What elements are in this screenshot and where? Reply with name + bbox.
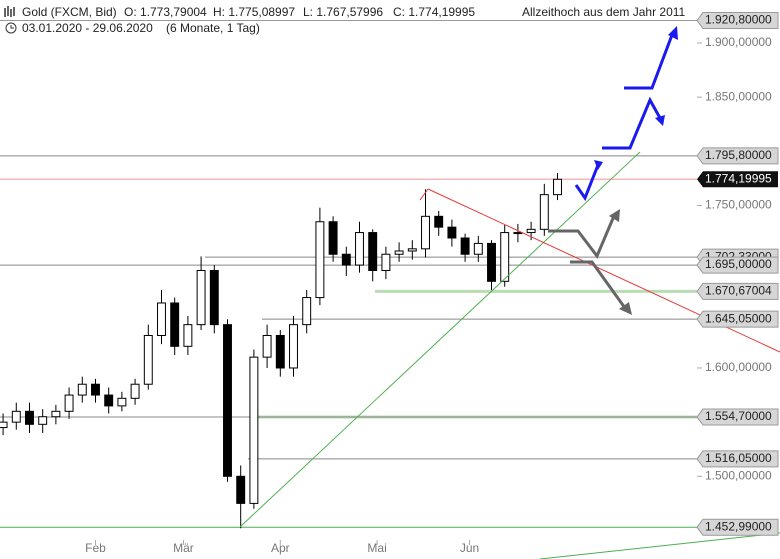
candle-body: [487, 242, 496, 282]
level-box: [696, 310, 779, 328]
support-trendline: [239, 151, 641, 528]
period: (6 Monate, 1 Tag): [166, 21, 260, 35]
candle-body: [38, 416, 48, 425]
level-box: [696, 450, 779, 468]
last-price-box: [697, 171, 778, 188]
level-label: 1.452,99000: [705, 519, 772, 533]
candle-body: [328, 221, 338, 255]
x-tick-label: Apr: [271, 541, 290, 555]
arrowhead: [655, 115, 665, 126]
candle-body: [315, 221, 325, 299]
blue-arrow: [602, 96, 662, 150]
header: Gold (FXCM, Bid) O: 1.773,79004 H: 1.775…: [4, 5, 686, 35]
candle-body: [539, 194, 549, 230]
candle-body: [0, 421, 8, 429]
candle-body: [302, 297, 312, 326]
annotation: Allzeithoch aus dem Jahr 2011: [522, 5, 686, 19]
y-tick-label: 1.600,00000: [705, 360, 772, 374]
blue-arrow: [624, 34, 674, 90]
candle-body: [25, 410, 34, 425]
candle-body: [368, 232, 378, 271]
last-price-label: 1.774,19995: [705, 171, 772, 185]
candle-body: [460, 237, 470, 255]
ohlc-close: C: 1.774,19995: [393, 5, 475, 19]
level-box: [696, 282, 779, 300]
candle-body: [421, 215, 430, 250]
candle-body: [289, 324, 298, 369]
y-tick-label: 1.500,00000: [705, 468, 772, 482]
arrowhead: [609, 209, 620, 222]
x-tick-label: Mär: [173, 541, 194, 555]
level-box: [696, 11, 779, 29]
level-label: 1.670,67004: [705, 284, 772, 298]
level-label: 1.920,80000: [705, 13, 772, 27]
candle-body: [355, 232, 364, 266]
level-label: 1.795,80000: [705, 148, 772, 162]
ohlc-high: H: 1.775,08997: [213, 5, 295, 19]
x-tick-label: Jun: [460, 541, 479, 555]
candle-body: [473, 242, 483, 255]
candle-body: [130, 383, 140, 399]
candle-body: [500, 232, 510, 282]
candle-body: [447, 226, 457, 239]
candle-body: [77, 383, 87, 396]
candle-body: [183, 324, 193, 347]
ohlc-low: L: 1.767,57996: [303, 5, 383, 19]
x-tick-label: Mai: [367, 541, 386, 555]
gray-arrow: [570, 260, 627, 309]
candle-body: [170, 302, 180, 347]
y-tick-label: 1.750,00000: [705, 198, 772, 212]
candle-body: [51, 410, 61, 418]
arrowhead: [594, 160, 603, 170]
candle-body: [394, 250, 404, 255]
blue-arrow: [574, 164, 600, 202]
level-label: 1.695,00000: [705, 257, 772, 271]
plot: Feb Mär Apr Mai Jun: [0, 19, 702, 555]
level-box: [696, 256, 779, 274]
date-range: 03.01.2020 - 29.06.2020: [22, 21, 153, 35]
chart-icon: [4, 6, 15, 17]
candle-body: [157, 302, 166, 336]
clock-hand: [10, 25, 14, 29]
candle-body: [341, 253, 351, 266]
level-label: 1.554,70000: [705, 409, 772, 423]
arrowhead: [668, 26, 678, 40]
candle-body: [236, 475, 246, 504]
candle-body: [262, 334, 272, 358]
candle-body: [249, 356, 259, 504]
level-box: [696, 408, 779, 426]
candle-body: [143, 334, 153, 385]
candle-body: [196, 269, 206, 326]
instrument: Gold (FXCM, Bid): [22, 5, 117, 19]
level-label: 1.516,05000: [705, 451, 772, 465]
level-box: [696, 518, 779, 536]
level-box: [696, 147, 779, 165]
candle-body: [275, 334, 285, 369]
candle-body: [526, 228, 536, 234]
candle-body: [209, 269, 219, 326]
candle-body: [91, 383, 100, 396]
x-tick-label: Feb: [85, 541, 106, 555]
gray-arrow: [548, 215, 616, 259]
level-label: 1.645,05000: [705, 311, 772, 325]
arrowhead: [619, 302, 632, 315]
candle-body: [513, 232, 523, 235]
candle-body: [553, 178, 562, 196]
y-tick-label: 1.900,00000: [705, 35, 772, 49]
clock-icon: [5, 22, 17, 34]
candle-body: [223, 324, 232, 477]
candle-body: [64, 394, 74, 412]
ohlc-open: O: 1.773,79004: [124, 5, 207, 19]
candle-body: [407, 248, 417, 252]
long-trendline: [539, 532, 780, 559]
candle-body: [104, 394, 114, 407]
candle-body: [117, 397, 127, 407]
y-tick-label: 1.850,00000: [705, 89, 772, 103]
candle-body: [11, 410, 21, 423]
candle-body: [381, 253, 391, 271]
trendline-anchor: [419, 188, 429, 201]
price-labels: 1.900,00000 1.850,00000 1.750,00000 1.600,0…: [696, 11, 779, 536]
candle-body: [434, 215, 444, 228]
